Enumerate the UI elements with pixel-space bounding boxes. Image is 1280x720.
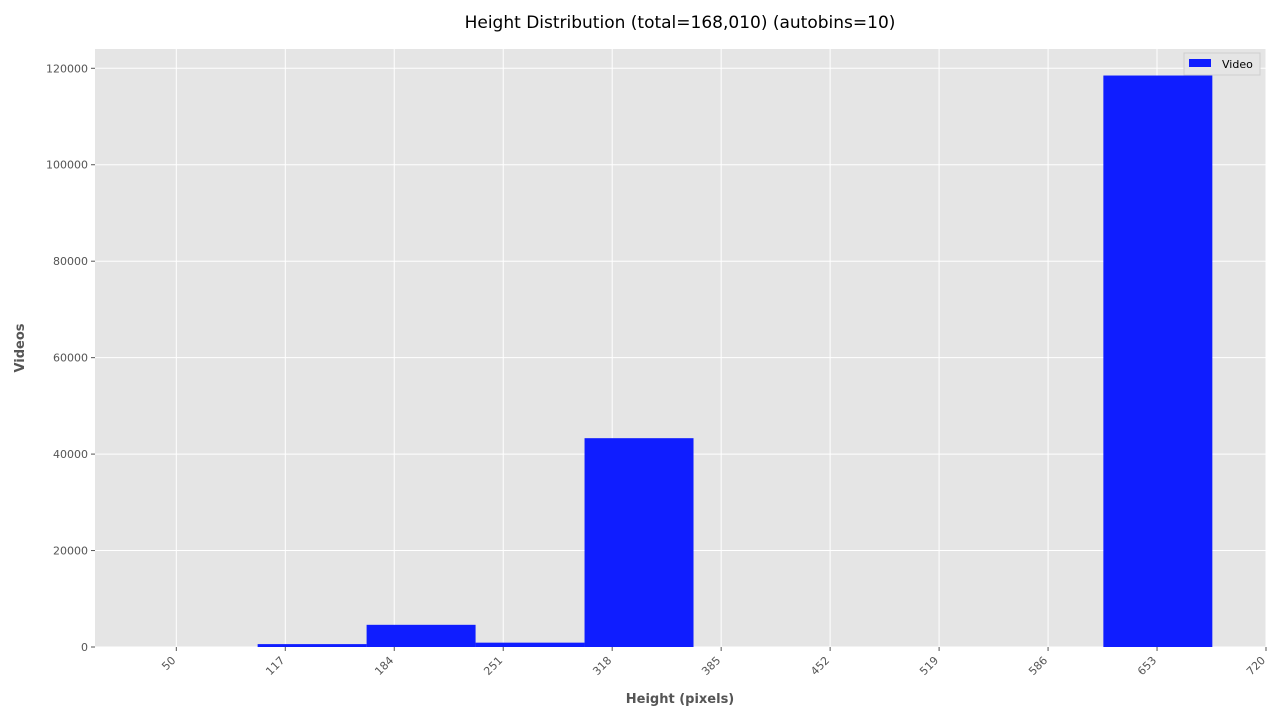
y-tick-label: 100000 xyxy=(46,159,88,172)
x-tick-label: 50 xyxy=(159,654,178,673)
histogram-bar xyxy=(475,642,585,647)
histogram-bar xyxy=(584,438,694,647)
y-tick-label: 120000 xyxy=(46,62,88,75)
histogram-bar xyxy=(257,644,367,647)
x-axis-title: Height (pixels) xyxy=(626,692,735,707)
x-tick-label: 720 xyxy=(1244,654,1268,678)
x-tick-label: 653 xyxy=(1135,654,1159,678)
x-tick-label: 184 xyxy=(372,654,396,678)
x-tick-label: 586 xyxy=(1026,654,1050,678)
y-tick-label: 40000 xyxy=(53,448,88,461)
y-tick-label: 0 xyxy=(81,641,88,654)
histogram-bar xyxy=(1103,75,1213,648)
legend: Video xyxy=(1183,52,1261,76)
x-tick-label: 519 xyxy=(917,654,941,678)
y-tick-label: 80000 xyxy=(53,255,88,268)
x-tick-label: 318 xyxy=(590,654,614,678)
x-tick-label: 385 xyxy=(699,654,723,678)
bars xyxy=(257,75,1213,648)
histogram-bar xyxy=(366,624,476,647)
x-tick-label: 251 xyxy=(481,654,505,678)
y-axis-title: Videos xyxy=(13,323,28,372)
x-tick-label: 452 xyxy=(808,654,832,678)
legend-swatch xyxy=(1189,59,1211,67)
legend-label: Video xyxy=(1222,58,1253,71)
x-tick-label: 117 xyxy=(263,654,287,678)
y-tick-label: 20000 xyxy=(53,545,88,558)
chart-title: Height Distribution (total=168,010) (aut… xyxy=(465,13,896,33)
legend-box xyxy=(1183,52,1261,76)
y-tick-label: 60000 xyxy=(53,352,88,365)
